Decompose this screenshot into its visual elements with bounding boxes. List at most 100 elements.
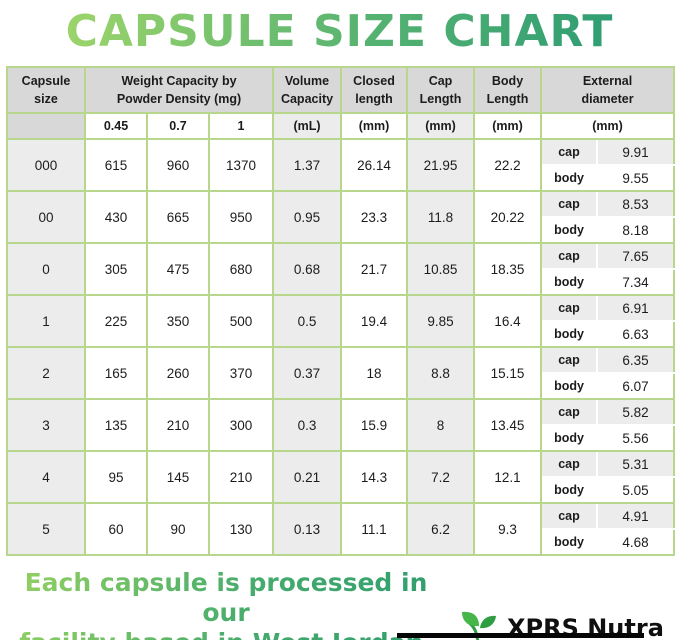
header-cap-length: Cap Length — [406, 66, 476, 114]
cell-weight: 60 — [84, 502, 148, 556]
units-spacer-cell — [6, 112, 86, 140]
cell-ext-body-value: 8.18 — [596, 216, 676, 244]
units-density-07: 0.7 — [146, 112, 210, 140]
cell-ext-body-label: body — [540, 372, 599, 400]
units-row: 0.45 0.7 1 (mL) (mm) (mm) (mm) (mm) — [6, 112, 676, 140]
cell-volume: 1.37 — [272, 138, 343, 192]
cell-ext-body-value: 6.63 — [596, 320, 676, 348]
cell-closed-length: 23.3 — [340, 190, 409, 244]
cell-body-length: 20.22 — [473, 190, 543, 244]
table-body: 000 615 960 1370 1.37 26.14 21.95 22.2 cap 9.91 bo… — [6, 138, 676, 556]
table-row-ext: body 6.07 — [7, 372, 676, 400]
cell-weight: 500 — [207, 294, 275, 348]
cell-weight: 370 — [207, 346, 275, 400]
cell-ext-cap-label: cap — [540, 502, 599, 530]
table-row: 4 95 145 210 0.21 14.3 7.2 12.1 cap 5.31 — [6, 450, 676, 504]
cell-ext-cap-value: 4.91 — [596, 502, 676, 530]
cell-cap-length: 21.95 — [406, 138, 476, 192]
header-weight-capacity: Weight Capacity by Powder Density (mg) — [83, 66, 275, 114]
cell-weight: 210 — [207, 450, 275, 504]
table-row-ext: body 8.18 — [7, 216, 676, 244]
cell-weight: 665 — [146, 190, 210, 244]
cell-body-length: 13.45 — [473, 398, 543, 452]
cell-body-length: 9.3 — [473, 502, 543, 556]
cell-weight: 960 — [146, 138, 210, 192]
cell-ext-cap-label: cap — [540, 242, 599, 270]
cell-cap-length: 9.85 — [406, 294, 476, 348]
table-row: 5 60 90 130 0.13 11.1 6.2 9.3 cap 4.91 — [6, 502, 676, 556]
cell-closed-length: 14.3 — [340, 450, 409, 504]
cell-weight: 145 — [146, 450, 210, 504]
cell-weight: 350 — [146, 294, 210, 348]
cell-ext-body-value: 5.05 — [596, 476, 676, 504]
cell-ext-cap-value: 7.65 — [596, 242, 676, 270]
cell-volume: 0.3 — [272, 398, 343, 452]
cell-ext-cap-label: cap — [540, 450, 599, 478]
cell-weight: 130 — [207, 502, 275, 556]
cell-weight: 680 — [207, 242, 275, 296]
cell-weight: 305 — [84, 242, 148, 296]
footer-tagline-line1: Each capsule is processed in our — [24, 568, 428, 627]
cell-capsule-size: 00 — [6, 190, 86, 244]
bottom-divider — [397, 633, 644, 638]
units-cap: (mm) — [406, 112, 476, 140]
footer-tagline: Each capsule is processed in our facilit… — [0, 568, 452, 640]
footer-tagline-line2: facility based in West Jordan, Utah — [0, 628, 452, 640]
cell-ext-body-value: 5.56 — [596, 424, 676, 452]
cell-closed-length: 19.4 — [340, 294, 409, 348]
table-row-ext: body 5.56 — [7, 424, 676, 452]
table-wrap: Capsule size Weight Capacity by Powder D… — [6, 66, 676, 556]
cell-weight: 430 — [84, 190, 148, 244]
table-row: 3 135 210 300 0.3 15.9 8 13.45 cap 5.82 — [6, 398, 676, 452]
cell-ext-body-value: 7.34 — [596, 268, 676, 296]
cell-ext-body-label: body — [540, 216, 599, 244]
cell-body-length: 22.2 — [473, 138, 543, 192]
cell-ext-cap-value: 9.91 — [596, 138, 676, 166]
cell-ext-cap-label: cap — [540, 398, 599, 426]
cell-weight: 950 — [207, 190, 275, 244]
cell-ext-cap-label: cap — [540, 294, 599, 322]
table-row: 2 165 260 370 0.37 18 8.8 15.15 cap 6.35 — [6, 346, 676, 400]
cell-ext-body-label: body — [540, 320, 599, 348]
table-row-ext: body 9.55 — [7, 164, 676, 192]
units-volume: (mL) — [272, 112, 343, 140]
size-chart-table: Capsule size Weight Capacity by Powder D… — [6, 66, 676, 556]
cell-closed-length: 26.14 — [340, 138, 409, 192]
cell-body-length: 12.1 — [473, 450, 543, 504]
cell-ext-cap-value: 8.53 — [596, 190, 676, 218]
cell-cap-length: 7.2 — [406, 450, 476, 504]
cell-weight: 135 — [84, 398, 148, 452]
cell-body-length: 18.35 — [473, 242, 543, 296]
cell-cap-length: 6.2 — [406, 502, 476, 556]
header-external-diameter: External diameter — [540, 66, 676, 114]
cell-ext-body-label: body — [540, 164, 599, 192]
cell-capsule-size: 1 — [6, 294, 86, 348]
cell-closed-length: 18 — [340, 346, 409, 400]
header-body-length: Body Length — [473, 66, 543, 114]
cell-cap-length: 8 — [406, 398, 476, 452]
cell-ext-cap-value: 6.35 — [596, 346, 676, 374]
units-body: (mm) — [473, 112, 543, 140]
table-row: 00 430 665 950 0.95 23.3 11.8 20.22 cap 8.53 — [6, 190, 676, 244]
cell-ext-cap-label: cap — [540, 346, 599, 374]
cell-ext-cap-label: cap — [540, 138, 599, 166]
cell-closed-length: 21.7 — [340, 242, 409, 296]
table-row: 1 225 350 500 0.5 19.4 9.85 16.4 cap 6.91 — [6, 294, 676, 348]
cell-capsule-size: 4 — [6, 450, 86, 504]
cell-volume: 0.5 — [272, 294, 343, 348]
cell-weight: 260 — [146, 346, 210, 400]
cell-volume: 0.68 — [272, 242, 343, 296]
header-closed-length: Closed length — [340, 66, 409, 114]
cell-closed-length: 15.9 — [340, 398, 409, 452]
cell-body-length: 15.15 — [473, 346, 543, 400]
cell-cap-length: 8.8 — [406, 346, 476, 400]
units-density-1: 1 — [207, 112, 275, 140]
footer: Each capsule is processed in our facilit… — [0, 568, 679, 640]
cell-volume: 0.21 — [272, 450, 343, 504]
cell-weight: 1370 — [207, 138, 275, 192]
cell-closed-length: 11.1 — [340, 502, 409, 556]
cell-ext-cap-value: 5.82 — [596, 398, 676, 426]
page-title: CAPSULE SIZE CHART — [0, 4, 679, 59]
cell-volume: 0.95 — [272, 190, 343, 244]
